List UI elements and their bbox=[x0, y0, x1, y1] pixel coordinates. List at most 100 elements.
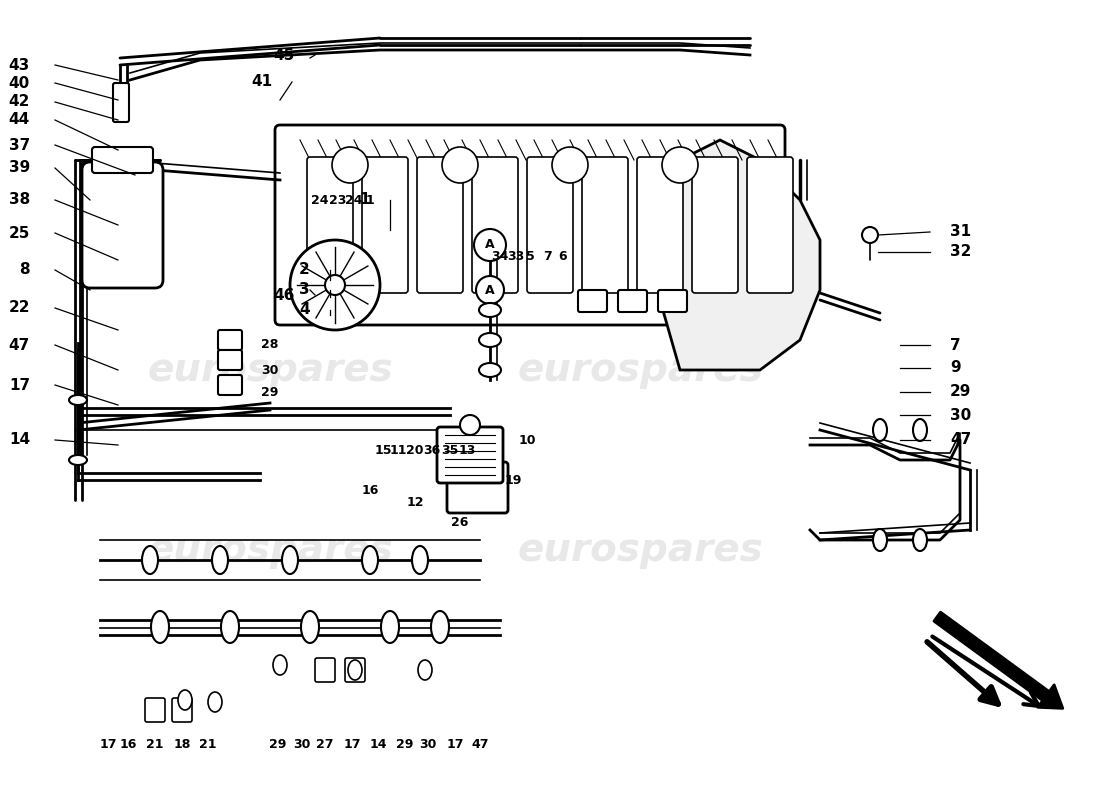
FancyBboxPatch shape bbox=[145, 698, 165, 722]
Text: 17: 17 bbox=[447, 738, 464, 751]
Text: 4: 4 bbox=[299, 302, 310, 318]
Text: 29: 29 bbox=[262, 386, 278, 398]
FancyBboxPatch shape bbox=[618, 290, 647, 312]
Text: 30: 30 bbox=[950, 407, 971, 422]
Text: 1: 1 bbox=[360, 193, 370, 207]
FancyBboxPatch shape bbox=[692, 157, 738, 293]
Ellipse shape bbox=[178, 690, 192, 710]
Text: 8: 8 bbox=[20, 262, 30, 278]
FancyBboxPatch shape bbox=[658, 290, 688, 312]
FancyBboxPatch shape bbox=[275, 125, 785, 325]
Text: 31: 31 bbox=[950, 225, 971, 239]
Text: 25: 25 bbox=[9, 226, 30, 241]
Circle shape bbox=[442, 147, 478, 183]
Text: 47: 47 bbox=[950, 433, 971, 447]
Ellipse shape bbox=[913, 419, 927, 441]
Ellipse shape bbox=[212, 546, 228, 574]
Text: 16: 16 bbox=[361, 483, 378, 497]
Circle shape bbox=[474, 229, 506, 261]
Text: 13: 13 bbox=[459, 443, 475, 457]
Text: 2: 2 bbox=[299, 262, 310, 278]
Text: 11: 11 bbox=[389, 443, 407, 457]
Text: 37: 37 bbox=[9, 138, 30, 153]
FancyBboxPatch shape bbox=[437, 427, 503, 483]
Text: 7: 7 bbox=[950, 338, 960, 353]
Text: 17: 17 bbox=[9, 378, 30, 393]
Text: A: A bbox=[485, 238, 495, 251]
Text: 21: 21 bbox=[146, 738, 164, 751]
FancyBboxPatch shape bbox=[218, 350, 242, 370]
Ellipse shape bbox=[478, 363, 500, 377]
FancyBboxPatch shape bbox=[582, 157, 628, 293]
Text: 5: 5 bbox=[526, 250, 535, 263]
FancyBboxPatch shape bbox=[637, 157, 683, 293]
Ellipse shape bbox=[282, 546, 298, 574]
Circle shape bbox=[552, 147, 589, 183]
Text: 43: 43 bbox=[9, 58, 30, 73]
FancyBboxPatch shape bbox=[82, 162, 163, 288]
Text: 6: 6 bbox=[559, 250, 568, 263]
Ellipse shape bbox=[69, 455, 87, 465]
Text: 47: 47 bbox=[9, 338, 30, 353]
Text: 10: 10 bbox=[518, 434, 536, 446]
Text: 44: 44 bbox=[9, 113, 30, 127]
Text: 14: 14 bbox=[9, 433, 30, 447]
FancyBboxPatch shape bbox=[472, 157, 518, 293]
Ellipse shape bbox=[301, 611, 319, 643]
Text: eurospares: eurospares bbox=[517, 531, 763, 569]
Text: 17: 17 bbox=[99, 738, 117, 751]
FancyBboxPatch shape bbox=[218, 330, 242, 350]
Text: 40: 40 bbox=[9, 75, 30, 90]
Text: 7: 7 bbox=[543, 250, 552, 263]
Text: eurospares: eurospares bbox=[147, 351, 393, 389]
FancyBboxPatch shape bbox=[172, 698, 192, 722]
Ellipse shape bbox=[431, 611, 449, 643]
Ellipse shape bbox=[873, 529, 887, 551]
Text: 19: 19 bbox=[504, 474, 521, 486]
Text: 27: 27 bbox=[317, 738, 333, 751]
Text: 26: 26 bbox=[451, 515, 469, 529]
FancyBboxPatch shape bbox=[307, 157, 353, 293]
Circle shape bbox=[290, 240, 380, 330]
Circle shape bbox=[476, 276, 504, 304]
FancyBboxPatch shape bbox=[417, 157, 463, 293]
Text: 41: 41 bbox=[251, 74, 272, 90]
FancyBboxPatch shape bbox=[113, 83, 129, 122]
Ellipse shape bbox=[478, 303, 500, 317]
Text: 30: 30 bbox=[294, 738, 310, 751]
Text: 30: 30 bbox=[419, 738, 437, 751]
Text: 22: 22 bbox=[9, 301, 30, 315]
Text: 18: 18 bbox=[174, 738, 190, 751]
Ellipse shape bbox=[151, 611, 169, 643]
Text: 46: 46 bbox=[274, 287, 295, 302]
Text: 34: 34 bbox=[492, 250, 508, 263]
FancyBboxPatch shape bbox=[362, 157, 408, 293]
Text: 24: 24 bbox=[345, 194, 363, 206]
Text: 21: 21 bbox=[199, 738, 217, 751]
Ellipse shape bbox=[478, 333, 500, 347]
Ellipse shape bbox=[208, 692, 222, 712]
Text: 17: 17 bbox=[343, 738, 361, 751]
Text: 20: 20 bbox=[406, 443, 424, 457]
Text: 24: 24 bbox=[311, 194, 329, 206]
Text: 33: 33 bbox=[507, 250, 525, 263]
Polygon shape bbox=[660, 140, 820, 370]
Ellipse shape bbox=[221, 611, 239, 643]
Circle shape bbox=[332, 147, 368, 183]
Text: 29: 29 bbox=[270, 738, 287, 751]
Text: 1: 1 bbox=[365, 194, 374, 206]
Text: 45: 45 bbox=[274, 47, 295, 62]
Ellipse shape bbox=[142, 546, 158, 574]
Text: 42: 42 bbox=[9, 94, 30, 110]
FancyBboxPatch shape bbox=[527, 157, 573, 293]
Ellipse shape bbox=[418, 660, 432, 680]
Ellipse shape bbox=[412, 546, 428, 574]
Text: 47: 47 bbox=[471, 738, 488, 751]
Circle shape bbox=[862, 227, 878, 243]
Circle shape bbox=[662, 147, 698, 183]
Ellipse shape bbox=[69, 395, 87, 405]
FancyBboxPatch shape bbox=[218, 375, 242, 395]
FancyBboxPatch shape bbox=[747, 157, 793, 293]
Ellipse shape bbox=[273, 655, 287, 675]
Text: 15: 15 bbox=[374, 443, 392, 457]
